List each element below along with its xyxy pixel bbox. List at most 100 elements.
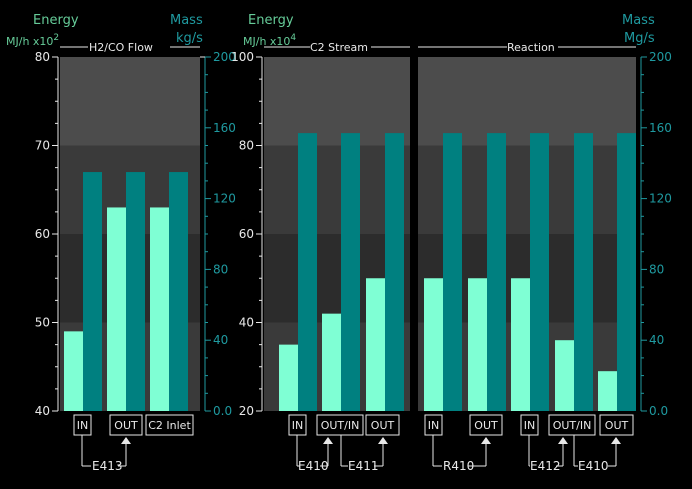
left-mass-axis-label-5: 0.0 xyxy=(213,404,232,418)
stream-button-label-6: OUT xyxy=(371,419,395,432)
right-mass-axis-label-1: 160 xyxy=(649,121,672,135)
left-axis-title-energy: Energy xyxy=(33,13,79,28)
panel1-band-1 xyxy=(60,57,200,146)
stream-button-frame-8 xyxy=(469,414,503,436)
right-mass-axis-label-0: 200 xyxy=(649,50,672,64)
stream-button-label-1: IN xyxy=(77,419,88,432)
energy-bar-3-3 xyxy=(511,278,530,411)
r410-arrow-icon xyxy=(481,437,491,444)
stream-button-10[interactable]: OUT/IN xyxy=(548,414,596,436)
stream-button-label-3: C2 Inlet xyxy=(148,419,191,432)
stream-button-2[interactable]: OUT xyxy=(109,414,143,436)
stream-button-label-8: OUT xyxy=(474,419,498,432)
energy-bar-1-2 xyxy=(107,207,126,411)
panel3-band-1 xyxy=(418,57,636,146)
mid-energy-axis-label-4: 20 xyxy=(239,404,254,418)
mass-bar-2-1 xyxy=(298,133,317,412)
mass-bar-3-2 xyxy=(487,133,506,412)
left-energy-axis-label-1: 70 xyxy=(35,139,50,153)
stream-button-frame-5 xyxy=(316,414,364,436)
equipment-tag-5: E412 xyxy=(530,459,561,473)
energy-bar-3-2 xyxy=(468,278,487,411)
equipment-tag-4: R410 xyxy=(443,459,474,473)
mass-bar-1-1 xyxy=(83,172,102,411)
stream-button-frame-2 xyxy=(109,414,143,436)
left-mass-axis-title: Mass xyxy=(170,13,203,28)
mass-bar-1-3 xyxy=(169,172,188,411)
left-energy-axis-label-4: 40 xyxy=(35,404,50,418)
mass-bar-3-4 xyxy=(574,133,593,412)
bar-layer xyxy=(64,133,636,412)
left-axis-title-units: MJ/h x102 xyxy=(6,33,59,48)
left-mass-axis-units: kg/s xyxy=(176,31,203,46)
e412-arrow-icon xyxy=(558,437,568,444)
e413-arrow-icon xyxy=(121,437,131,444)
mass-bar-2-2 xyxy=(341,133,360,412)
mid-axis-title-units: MJ/h x104 xyxy=(243,33,296,48)
energy-bar-2-1 xyxy=(279,344,298,411)
stream-button-label-2: OUT xyxy=(114,419,138,432)
stream-button-label-7: IN xyxy=(428,419,439,432)
mass-bar-3-1 xyxy=(443,133,462,412)
equipment-tag-2: E410 xyxy=(298,459,329,473)
equipment-tag-6: E410 xyxy=(578,459,609,473)
axes-layer: 80 70 60 50 40 200 160 120 80 40 0.0 100 80 60 40 20 200… xyxy=(35,50,672,418)
right-mass-axis-label-2: 120 xyxy=(649,192,672,206)
left-energy-axis-label-3: 50 xyxy=(35,316,50,330)
mid-energy-axis-label-3: 40 xyxy=(239,316,254,330)
e411-arrow-icon xyxy=(378,437,388,444)
mid-energy-axis-label-0: 100 xyxy=(231,50,254,64)
left-mass-axis-label-2: 120 xyxy=(213,192,236,206)
stream-button-1[interactable]: IN xyxy=(73,414,92,436)
stream-button-6[interactable]: OUT xyxy=(365,414,400,436)
panel-title-h2co-flow: H2/CO Flow xyxy=(89,41,153,54)
panel2-band-1 xyxy=(264,57,410,146)
e410b-arrow-icon xyxy=(611,437,621,444)
stream-button-7[interactable]: IN xyxy=(424,414,443,436)
stream-button-frame-6 xyxy=(365,414,400,436)
energy-bar-3-1 xyxy=(424,278,443,411)
stream-button-frame-10 xyxy=(548,414,596,436)
mid-energy-axis-label-2: 60 xyxy=(239,227,254,241)
stream-button-5[interactable]: OUT/IN xyxy=(316,414,364,436)
stream-button-frame-3 xyxy=(145,414,194,436)
stream-button-label-10: OUT/IN xyxy=(553,419,592,432)
energy-bar-3-4 xyxy=(555,340,574,411)
mid-energy-axis-label-1: 80 xyxy=(239,139,254,153)
mid-axis-title-energy: Energy xyxy=(248,13,294,28)
stream-buttons[interactable]: IN OUT C2 Inlet IN OUT/IN OUT IN OUT IN OUT/IN OUT xyxy=(73,414,634,436)
right-mass-axis-title: Mass xyxy=(622,13,655,28)
mass-bar-3-3 xyxy=(530,133,549,412)
left-mass-axis-label-1: 160 xyxy=(213,121,236,135)
equipment-tag-3: E411 xyxy=(348,459,379,473)
stream-button-9[interactable]: IN xyxy=(520,414,539,436)
right-mass-axis-units: Mg/s xyxy=(624,31,655,46)
left-energy-axis-label-0: 80 xyxy=(35,50,50,64)
stream-button-label-11: OUT xyxy=(605,419,629,432)
energy-bar-2-2 xyxy=(322,313,341,411)
right-mass-axis-label-3: 80 xyxy=(649,262,664,276)
e410a-arrow-icon xyxy=(323,437,333,444)
right-mass-axis-label-5: 0.0 xyxy=(649,404,668,418)
energy-bar-1-1 xyxy=(64,331,83,411)
left-mass-axis-label-3: 80 xyxy=(213,262,228,276)
energy-bar-3-5 xyxy=(598,371,617,411)
left-energy-axis-label-2: 60 xyxy=(35,227,50,241)
stream-button-label-9: IN xyxy=(524,419,535,432)
mass-bar-3-5 xyxy=(617,133,636,412)
stream-button-4[interactable]: IN xyxy=(288,414,307,436)
mass-bar-2-3 xyxy=(385,133,404,412)
stream-button-11[interactable]: OUT xyxy=(599,414,634,436)
stream-button-frame-11 xyxy=(599,414,634,436)
equipment-tag-1: E413 xyxy=(92,459,123,473)
right-mass-axis-label-4: 40 xyxy=(649,333,664,347)
mass-bar-1-2 xyxy=(126,172,145,411)
panel-title-reaction: Reaction xyxy=(507,41,555,54)
energy-bar-2-3 xyxy=(366,278,385,411)
stream-button-label-5: OUT/IN xyxy=(321,419,360,432)
stream-button-3[interactable]: C2 Inlet xyxy=(145,414,194,436)
stream-button-label-4: IN xyxy=(292,419,303,432)
stream-button-8[interactable]: OUT xyxy=(469,414,503,436)
left-mass-axis-label-4: 40 xyxy=(213,333,228,347)
